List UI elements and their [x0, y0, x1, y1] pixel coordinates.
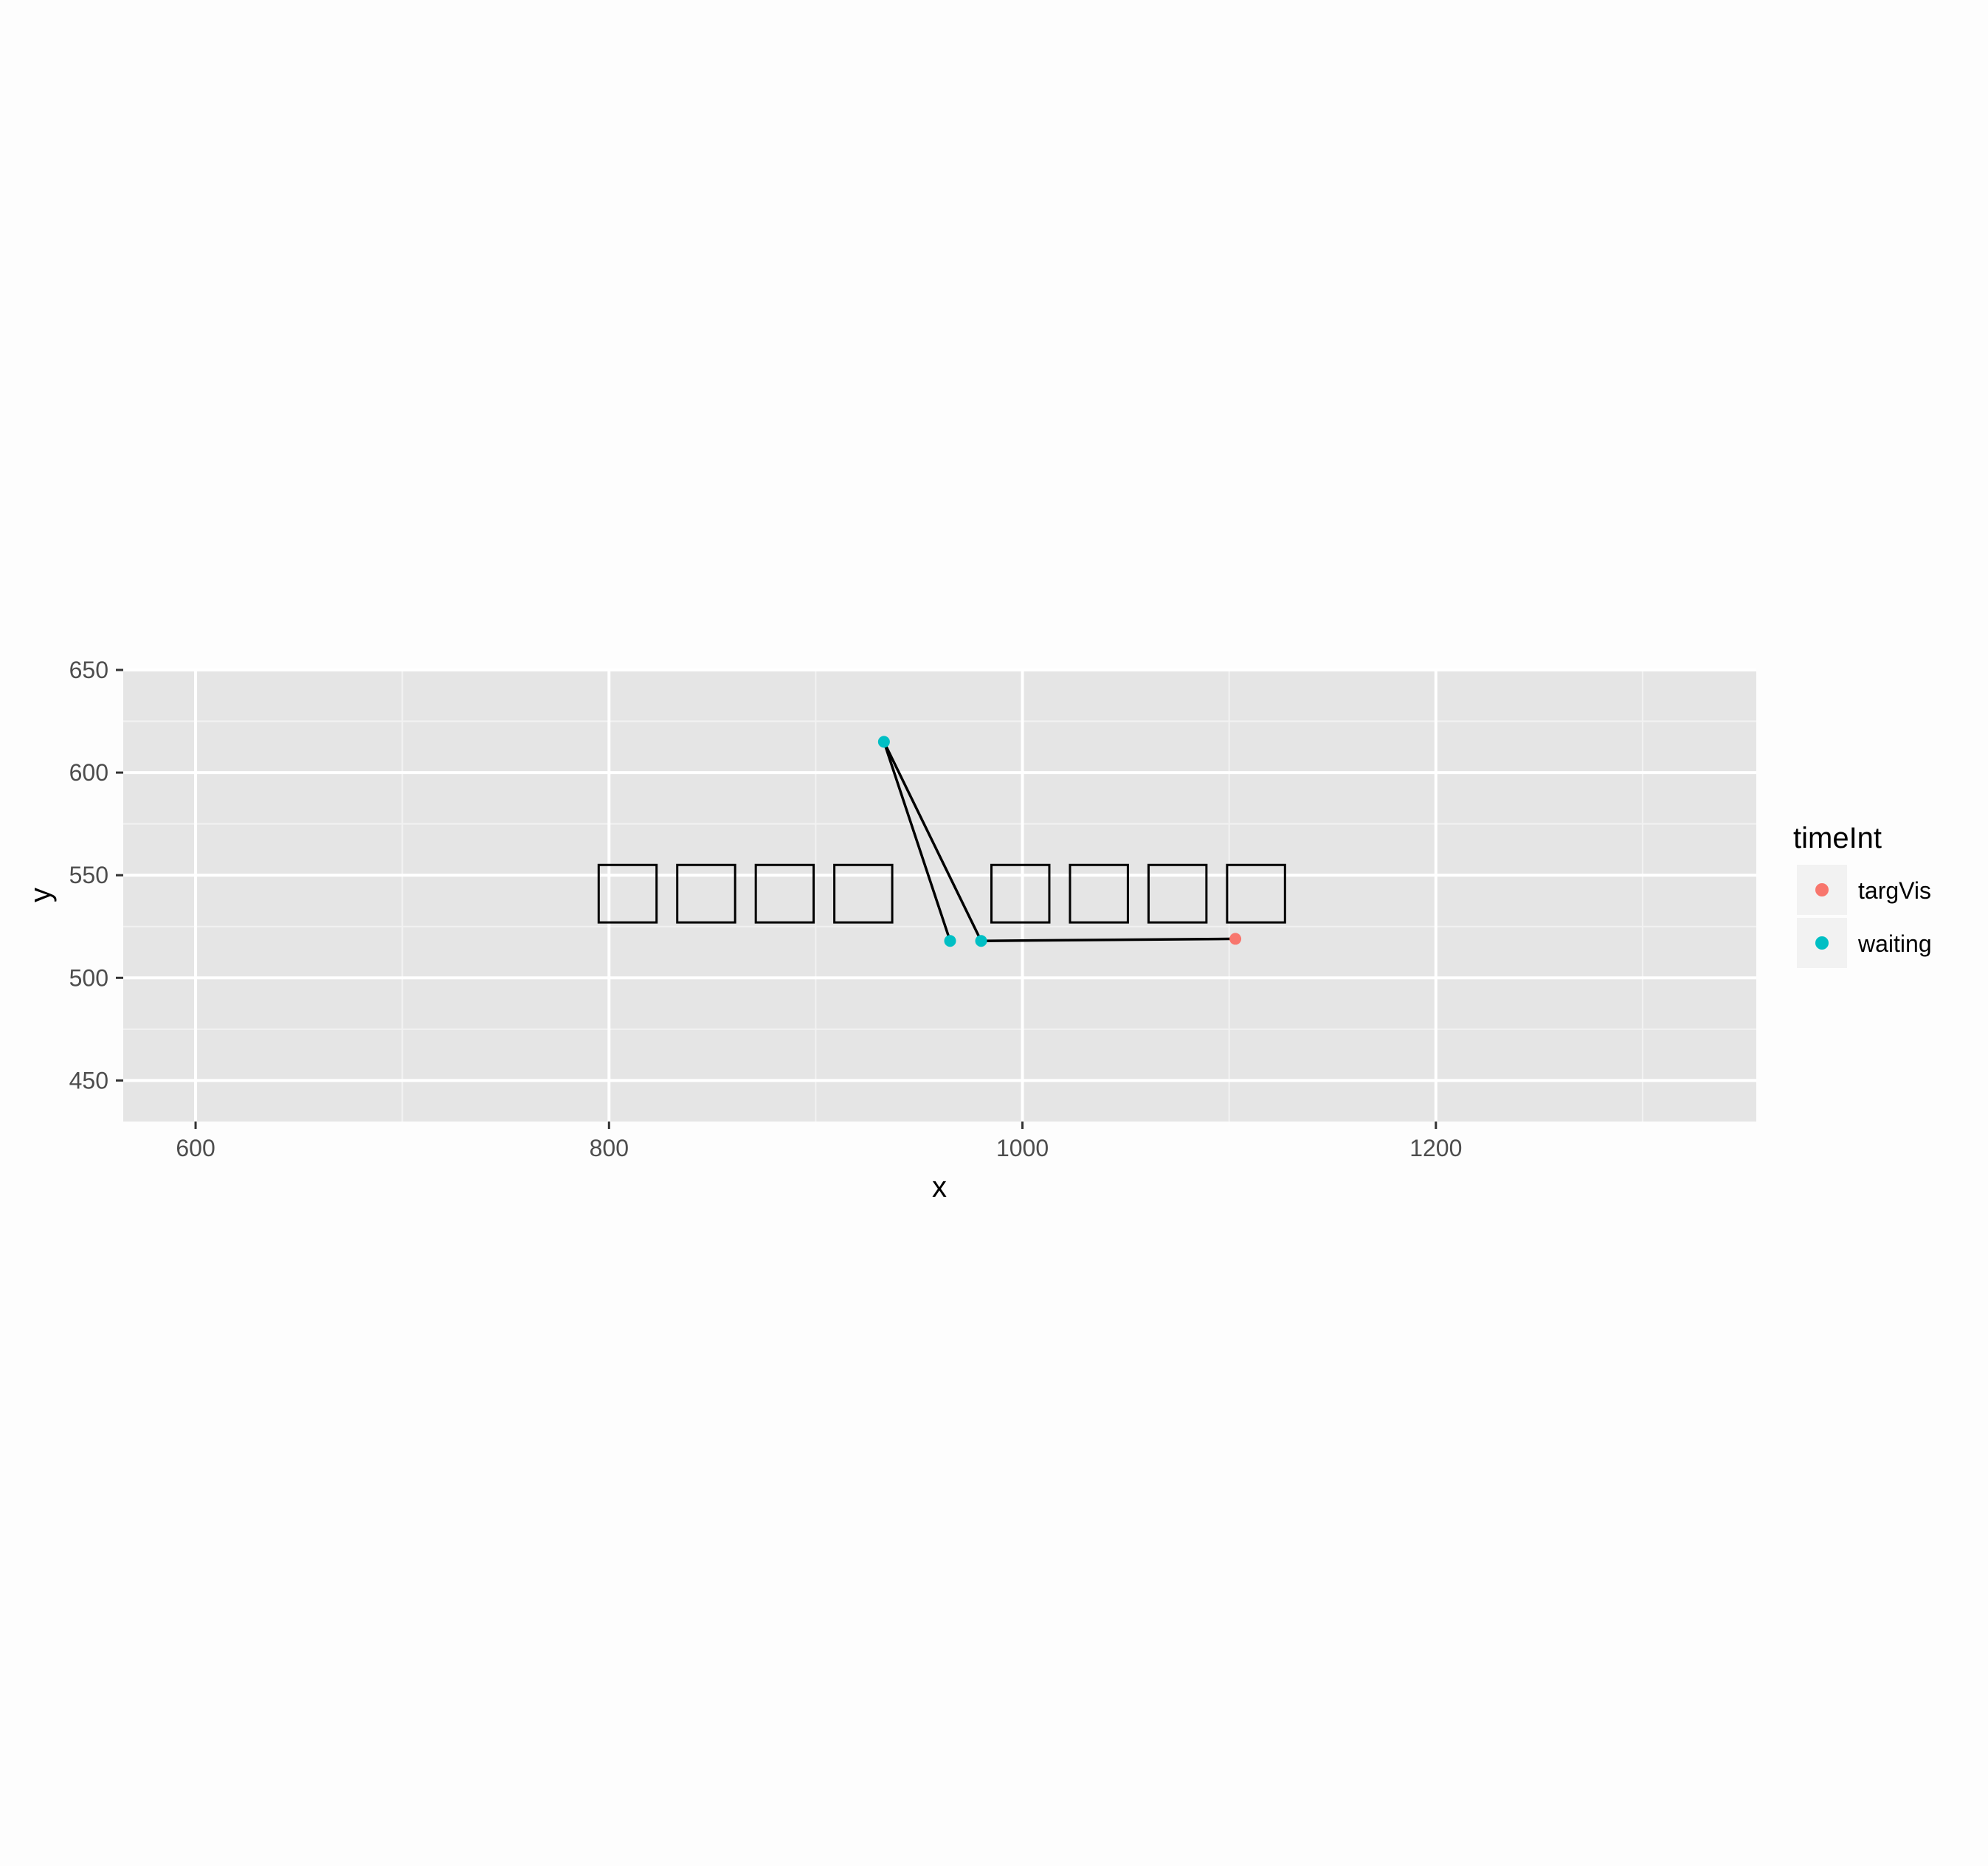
x-tick-label: 1200	[1409, 1135, 1462, 1161]
legend-key-targVis	[1815, 883, 1829, 896]
x-tick-label: 800	[590, 1135, 629, 1161]
gaze-path-line	[883, 740, 1236, 942]
data-points	[877, 736, 1242, 947]
point-waiting	[975, 935, 987, 947]
x-axis: 600 800 1000 1200	[176, 1122, 1462, 1161]
y-axis-title: y	[24, 888, 57, 902]
y-tick-label: 450	[69, 1067, 108, 1093]
point-waiting	[877, 736, 890, 748]
plot-panel	[123, 670, 1756, 1122]
legend-key-waiting	[1815, 936, 1829, 950]
x-tick-label: 600	[176, 1135, 215, 1161]
y-tick-label: 600	[69, 759, 108, 786]
y-tick-label: 500	[69, 964, 108, 991]
legend-label-targVis: targVis	[1858, 877, 1931, 904]
y-tick-label: 550	[69, 862, 108, 888]
x-tick-label: 1000	[996, 1135, 1049, 1161]
stimulus-box	[1069, 863, 1129, 924]
stimulus-box	[676, 863, 736, 924]
grid-major	[123, 668, 1756, 1122]
stimulus-box	[833, 863, 894, 924]
y-axis: 450 500 550 600 650	[69, 657, 123, 1093]
stimulus-box	[1226, 863, 1286, 924]
x-axis-title: x	[932, 1171, 947, 1203]
point-targVis	[1229, 933, 1242, 945]
stimulus-box	[1147, 863, 1208, 924]
point-waiting	[944, 935, 956, 947]
stimulus-boxes	[597, 863, 1286, 924]
gaze-path	[883, 740, 1236, 942]
legend: timeInt targVis waiting	[1793, 822, 1932, 968]
legend-label-waiting: waiting	[1857, 930, 1932, 957]
y-tick-label: 650	[69, 657, 108, 683]
stimulus-box	[990, 863, 1051, 924]
stimulus-box	[754, 863, 815, 924]
legend-title: timeInt	[1793, 822, 1882, 854]
stimulus-box	[597, 863, 658, 924]
grid-minor	[123, 670, 1756, 1122]
